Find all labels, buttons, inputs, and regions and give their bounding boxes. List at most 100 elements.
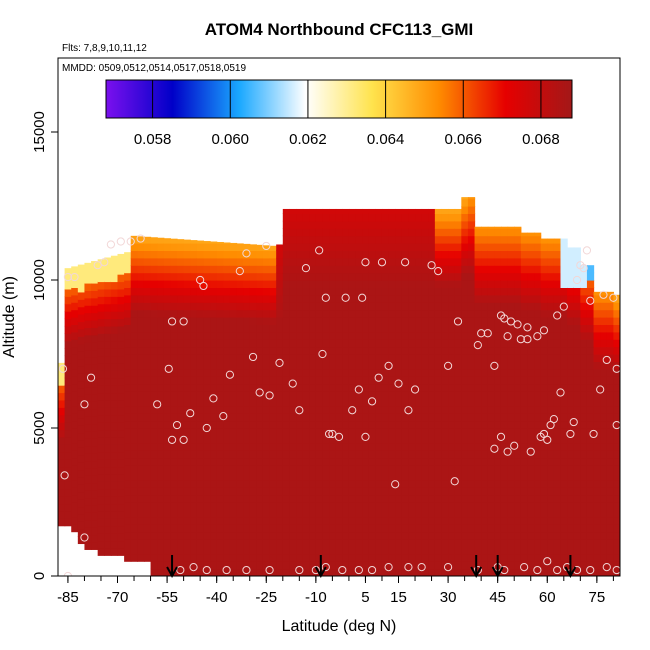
field-cell xyxy=(395,354,403,362)
field-cell xyxy=(613,546,620,555)
field-cell xyxy=(388,208,396,214)
field-cell xyxy=(117,274,125,283)
field-cell xyxy=(71,465,79,473)
field-cell xyxy=(593,531,601,540)
field-cell xyxy=(580,479,588,488)
field-cell xyxy=(467,487,476,496)
field-cell xyxy=(487,257,495,266)
field-cell xyxy=(408,457,416,466)
field-cell xyxy=(395,561,403,570)
field-cell xyxy=(282,257,291,266)
field-cell xyxy=(91,386,99,395)
field-cell xyxy=(500,235,509,244)
field-cell xyxy=(500,346,509,355)
field-cell xyxy=(157,368,165,377)
field-cell xyxy=(137,420,145,429)
field-cell xyxy=(342,457,350,466)
observation-point xyxy=(599,290,608,299)
field-cell xyxy=(262,272,271,281)
field-cell xyxy=(243,509,251,518)
field-cell xyxy=(329,568,337,576)
field-cell xyxy=(269,331,277,340)
field-cell xyxy=(124,502,132,510)
field-cell xyxy=(84,327,92,336)
field-cell xyxy=(461,553,469,562)
field-cell xyxy=(84,268,92,277)
field-cell xyxy=(183,442,191,451)
field-cell xyxy=(375,442,383,451)
field-cell xyxy=(428,361,436,370)
field-cell xyxy=(329,346,337,355)
field-cell xyxy=(540,546,548,555)
field-cell xyxy=(282,331,291,340)
field-cell xyxy=(64,503,72,512)
field-cell xyxy=(282,398,291,407)
field-cell xyxy=(289,502,297,510)
field-cell xyxy=(342,383,350,392)
field-cell xyxy=(216,265,224,274)
field-cell xyxy=(137,435,145,444)
field-cell xyxy=(183,324,191,333)
field-cell xyxy=(210,376,218,385)
field-cell xyxy=(229,294,238,303)
field-cell xyxy=(567,354,575,362)
field-cell xyxy=(243,494,251,503)
field-cell xyxy=(408,398,416,407)
observation-point xyxy=(612,565,620,575)
observation-point xyxy=(510,441,519,450)
field-cell xyxy=(481,346,489,355)
field-cell xyxy=(507,257,515,266)
field-cell xyxy=(163,494,171,503)
field-cell xyxy=(190,457,198,466)
field-cell xyxy=(606,435,614,444)
field-cell xyxy=(600,420,608,429)
field-cell xyxy=(388,324,396,333)
field-cell xyxy=(481,226,489,229)
field-cell xyxy=(613,317,620,325)
field-cell xyxy=(547,442,555,451)
field-cell xyxy=(560,553,568,562)
field-cell xyxy=(474,383,482,392)
field-cell xyxy=(276,250,284,259)
field-cell xyxy=(84,334,92,343)
field-cell xyxy=(117,429,125,438)
field-cell xyxy=(401,220,410,229)
field-cell xyxy=(77,439,86,448)
field-cell xyxy=(467,472,476,481)
field-cell xyxy=(481,228,489,237)
field-cell xyxy=(170,509,178,518)
field-cell xyxy=(467,420,476,429)
field-cell xyxy=(143,309,152,318)
field-cell xyxy=(130,457,138,466)
field-cell xyxy=(130,479,138,488)
field-cell xyxy=(527,420,535,429)
field-cell xyxy=(229,324,238,333)
field-cell xyxy=(309,539,317,547)
field-cell xyxy=(553,442,562,451)
field-cell xyxy=(203,398,211,407)
field-cell xyxy=(388,265,396,274)
field-cell xyxy=(514,294,522,303)
field-cell xyxy=(243,243,251,251)
field-cell xyxy=(262,339,271,348)
field-cell xyxy=(157,546,165,555)
field-cell xyxy=(441,309,449,318)
field-cell xyxy=(309,280,317,288)
field-cell xyxy=(269,294,277,303)
field-cell xyxy=(117,296,125,305)
field-cell xyxy=(441,509,449,518)
field-cell xyxy=(613,413,620,422)
field-cell xyxy=(203,531,211,540)
field-cell xyxy=(335,450,343,459)
field-cell xyxy=(408,257,416,266)
field-cell xyxy=(203,243,211,251)
field-cell xyxy=(236,368,244,377)
field-cell xyxy=(474,494,482,503)
field-cell xyxy=(593,450,601,459)
field-cell xyxy=(428,383,436,392)
field-cell xyxy=(381,265,390,274)
field-cell xyxy=(375,405,383,414)
field-cell xyxy=(388,346,396,355)
field-cell xyxy=(342,354,350,362)
field-cell xyxy=(474,465,482,473)
